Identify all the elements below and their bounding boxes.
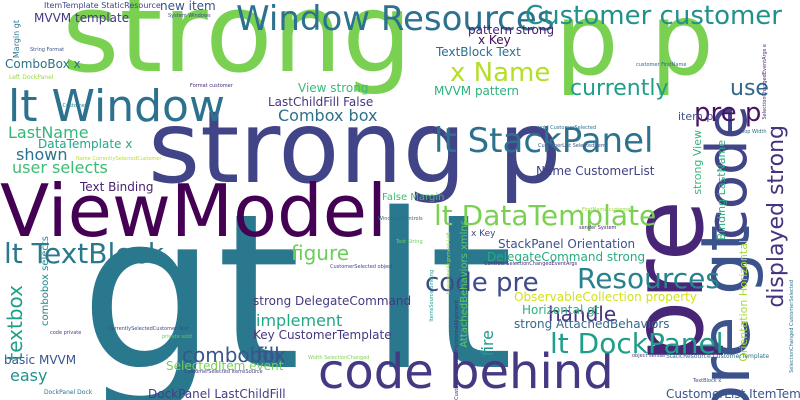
word-horizontal-gt: Horizontal gt [522, 303, 600, 317]
word-combox-box: Combox box [278, 106, 378, 125]
word-dockpanel-lastchildfill: DockPanel LastChildFill [148, 387, 286, 400]
word-mvvm-template: MVVM template [34, 11, 130, 25]
word-controls-selectionchangedeventargs: Controls SelectionChangedEventArgs [484, 261, 578, 267]
word-combobox-x: ComboBox x [5, 57, 81, 71]
word-customerselected-object: CustomerSelected object [330, 264, 393, 270]
word-view-strong: View strong [298, 81, 369, 95]
word-currentlyselectedcustomer-text: CurrentlySelectedCustomer Text [108, 326, 189, 332]
word-p-p: p p [555, 0, 714, 98]
word-key-customertemplate: Key CustomerTemplate [253, 328, 392, 342]
word-textblock-text: TextBlock Text [436, 45, 521, 59]
word-implement: implement [256, 311, 343, 330]
word-window-resources: Window Resources [236, 0, 555, 39]
word-stackpanel-orientation: StackPanel Orientation [498, 237, 636, 251]
word-currently: currently [570, 76, 669, 101]
word-windows-controls: Windows Controls [378, 216, 423, 222]
word-code-behind: code behind [318, 344, 614, 400]
word-customertemplate-horizontalalignment: CustomerTemplate HorizontalAlignment [454, 300, 460, 400]
word-itemtemplate-staticresource: ItemTemplate StaticResource [44, 1, 161, 10]
word-x-key-bottom: x Key [471, 229, 496, 239]
word-fill: fill [256, 343, 280, 367]
word-lt-datatemplate: lt DataTemplate [434, 199, 657, 232]
word-delegatecommand-strong: DelegateCommand strong [487, 250, 646, 264]
word-selectionchangedeventargs-e: SelectionChangedEventArgs e [762, 44, 768, 120]
word-customerlist-selecteditem: CustomerList SelectedItem [538, 143, 606, 149]
word-displayed-strong: displayed strong [764, 125, 789, 308]
word-name-currentlyselectedcustomer: Name CurrentlySelectedCustomer [76, 156, 162, 162]
word-combobox-selects: combobox selects [40, 236, 51, 326]
word-item-p: item p [678, 110, 714, 123]
word-customerlist-itemtemplate: CustomerList ItemTemplate [666, 387, 800, 400]
word-binding-lastname: Binding LastName [715, 140, 728, 241]
word-gt-lt: gt lt [80, 167, 514, 400]
word-pre-gt-vertical: pre gt [687, 225, 766, 400]
word-pre-p: pre p [694, 98, 762, 128]
word-textblock-x: TextBlock x [693, 378, 722, 384]
word-lt-dockpanel: lt DockPanel [550, 327, 724, 360]
word-lt-stackpanel: lt StackPanel [434, 121, 654, 161]
word-strong-attachedbehaviors: strong AttachedBehaviors [514, 317, 670, 331]
word-staticresource-customertemplate: StaticResource CustomerTemplate [666, 353, 770, 360]
word-new-item: new item [160, 0, 216, 13]
word-strong-p: strong p [148, 89, 562, 206]
word-string-format: String Format [30, 47, 65, 53]
word-shown: shown [16, 145, 68, 164]
word-customer-customer: Customer customer [525, 1, 782, 31]
word-lastname: LastName [8, 123, 89, 142]
word-horizontalalignment-left: HorizontalAlignment Left [446, 232, 452, 295]
word-x-customer: x Customer [58, 103, 87, 109]
word-text-string: Text String [396, 239, 423, 245]
word-system-windows: System Windows [168, 13, 211, 19]
word-code-private: code private [50, 330, 82, 336]
word-figure: figure [291, 241, 350, 265]
word-pattern-strong: pattern strong [468, 23, 555, 37]
word-void-customerselected: void CustomerSelected [538, 125, 597, 131]
word-basic-mvvm: basic MVVM [4, 353, 77, 367]
word-resources: Resources [577, 262, 720, 295]
word-dockpanel-dock: DockPanel Dock [44, 389, 93, 396]
word-name-customerlist: Name CustomerList [536, 164, 655, 178]
word-viewmodel: ViewModel [0, 169, 388, 253]
word-margin-gt: Margin gt [12, 20, 21, 59]
word-private-void: private void [162, 334, 192, 340]
word-text-binding: Text Binding [80, 180, 154, 194]
word-combobox: combobox [182, 343, 286, 367]
word-sender-system: sender System [579, 225, 617, 231]
word-top-width: Top Width [742, 129, 767, 135]
word-firstname-customer: FirstName customer [582, 207, 633, 213]
word-selectionchanged-customerselected: SelectionChanged CustomerSelected [789, 280, 795, 373]
word-textbox: textbox [3, 285, 27, 361]
word-lt-textblock: lt TextBlock [4, 237, 165, 270]
word-datatemplate-x: DataTemplate x [38, 137, 133, 151]
word-itemssource-binding: ItemsSource Binding [429, 270, 435, 322]
word-customer-firstname: customer FirstName [636, 62, 687, 68]
word-observablecollection-property: ObservableCollection property [514, 290, 697, 304]
word-format-customer: Format customer [190, 83, 233, 89]
word-orientation-horizontal: Orientation Horizontal [737, 240, 750, 362]
word-use: use [730, 76, 769, 101]
word-handle: handle [548, 302, 617, 326]
word-x-key-top: x Key [478, 33, 511, 47]
word-false-margin: False Margin [382, 192, 445, 203]
word-user-selects: user selects [12, 158, 108, 177]
word-x-name: x Name [450, 58, 551, 88]
word-strong-large: strong [62, 0, 413, 97]
word-customerselected-itemssource: CustomerSelected ItemsSource [184, 369, 263, 375]
word-fire: fire [478, 330, 497, 357]
word-left-dockpanel: Left DockPanel [9, 74, 54, 81]
word-object-sender: object sender [632, 353, 667, 359]
word-selecteditem-event: SelectedItem event [166, 359, 284, 373]
word-lt-window: lt Window [8, 81, 225, 132]
word-strong-view: strong View [691, 130, 704, 195]
word-easy: easy [10, 366, 48, 385]
word-lastchildfill-false: LastChildFill False [268, 95, 374, 109]
word-dock-top: Dock Top [230, 253, 253, 259]
word-mvvm-pattern: MVVM pattern [434, 84, 520, 98]
word-attachedbehaviors-xmlns: AttachedBehaviors xmlns [459, 220, 470, 348]
word-strong-delegatecommand: strong DelegateCommand [253, 294, 412, 308]
word-width-selectionchanged: Width SelectionChanged [308, 355, 370, 361]
word-code-pre: code pre [425, 268, 539, 298]
